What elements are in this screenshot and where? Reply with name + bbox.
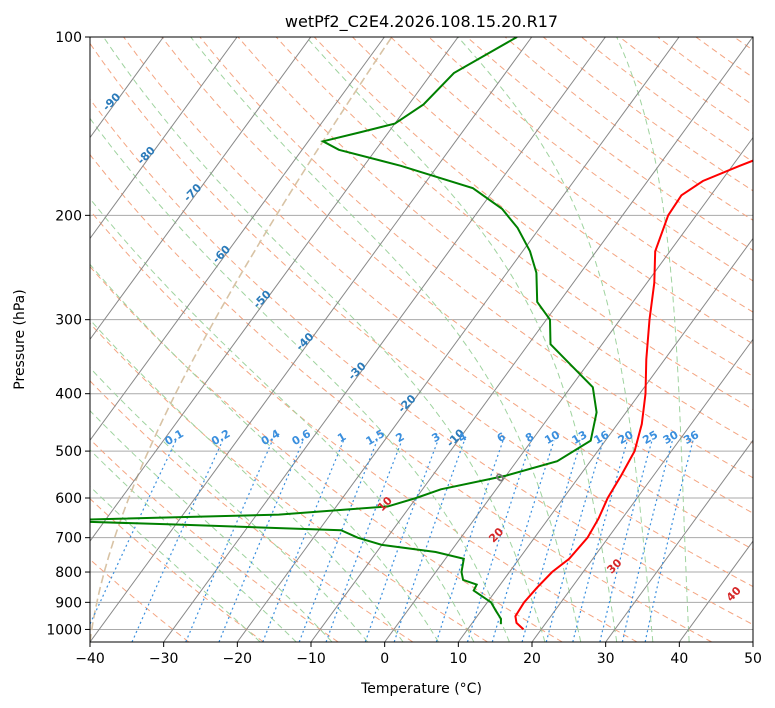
- y-axis-title: Pressure (hPa): [12, 289, 28, 389]
- dry-adiabat-line: [90, 153, 712, 642]
- x-tick-label: 50: [744, 651, 762, 667]
- moist-adiabat-line: [305, 37, 618, 642]
- isotherm-line: [90, 37, 533, 642]
- dry-adiabat-line: [90, 209, 638, 642]
- y-tick-label: 100: [55, 30, 82, 46]
- dry-adiabat-line: [123, 37, 753, 550]
- mixing-ratio-line: [621, 440, 673, 642]
- x-tick-label: 40: [670, 651, 688, 667]
- moist-adiabat-line: [90, 319, 404, 642]
- y-tick-label: 700: [55, 531, 82, 547]
- dry-adiabat-line: [90, 42, 753, 588]
- mixing-ratio-line: [466, 440, 532, 642]
- axes: −40 −30 −20 −10 0 10 20 30 40 50 100 200 300 400 500 60…: [46, 30, 762, 667]
- y-tick-label: 600: [55, 491, 82, 507]
- moist-adiabat-line: [90, 263, 439, 642]
- dry-adiabat-line: [275, 37, 753, 410]
- x-tick-label: −20: [223, 651, 253, 667]
- isotherm-line: [163, 37, 606, 642]
- isotherm-line: [457, 237, 753, 642]
- plot-frame: [89, 36, 754, 643]
- moist-adiabat-line: [90, 410, 333, 642]
- dry-adiabat-line: [161, 37, 753, 514]
- moist-adiabat-line: [90, 485, 261, 642]
- isotherm-line: [236, 37, 680, 642]
- dry-adiabat-line: [90, 322, 488, 642]
- mixing-ratio-line: [521, 440, 582, 642]
- isotherm-line: [90, 37, 385, 442]
- moist-adiabat-line: [90, 449, 297, 642]
- moist-adiabat-line: [457, 37, 654, 642]
- mixing-ratio-line: [218, 440, 304, 642]
- x-tick-label: −30: [149, 651, 179, 667]
- temperature-line: [514, 159, 753, 631]
- y-tick-label: 900: [55, 595, 82, 611]
- mixing-ratio-line: [90, 440, 177, 626]
- mixing-ratio-line: [185, 440, 273, 642]
- dry-adiabat-line: [237, 37, 753, 444]
- mixing-ratio-line: [644, 440, 694, 642]
- mixing-ratio-line: [298, 440, 378, 642]
- moist-adiabat-line: [103, 37, 546, 642]
- dewpoint-line: [90, 37, 598, 625]
- mixing-ratio-line: [599, 440, 653, 642]
- moist-adiabat-line: [616, 37, 690, 642]
- x-tick-label: 30: [597, 651, 615, 667]
- mixing-ratio-line: [325, 440, 403, 642]
- x-tick-label: 0: [380, 651, 389, 667]
- special-isotherm-line: [90, 37, 393, 642]
- dry-adiabat-line: [90, 98, 753, 626]
- moist-adiabat-line: [90, 117, 510, 642]
- y-tick-label: 1000: [46, 622, 82, 638]
- mixing-ratio-line: [393, 440, 465, 642]
- x-tick-label: 10: [449, 651, 467, 667]
- isotherm-line: [90, 37, 459, 542]
- chart-title: wetPf2_C2E4.2026.108.15.20.R17: [285, 12, 558, 32]
- mixing-ratio-line: [364, 440, 439, 642]
- isotherm-line: [605, 439, 753, 642]
- y-tick-label: 300: [55, 313, 82, 329]
- dry-adiabat-line: [90, 265, 563, 642]
- y-tick-label: 200: [55, 208, 82, 224]
- x-axis-title: Temperature (°C): [360, 681, 482, 697]
- x-tick-label: −10: [296, 651, 326, 667]
- y-tick-label: 500: [55, 444, 82, 460]
- x-tick-label: 20: [523, 651, 541, 667]
- isotherm-line: [90, 37, 312, 341]
- y-tick-label: 800: [55, 565, 82, 581]
- plot-area: [90, 37, 753, 642]
- mixing-ratio-line: [131, 440, 224, 642]
- x-tick-label: −40: [75, 651, 105, 667]
- mixing-ratio-line: [545, 440, 604, 642]
- y-tick-label: 400: [55, 387, 82, 403]
- dry-adiabat-line: [313, 37, 753, 377]
- isotherm-line: [310, 37, 753, 642]
- isotherm-line: [90, 37, 238, 240]
- mixing-ratio-line: [262, 440, 345, 642]
